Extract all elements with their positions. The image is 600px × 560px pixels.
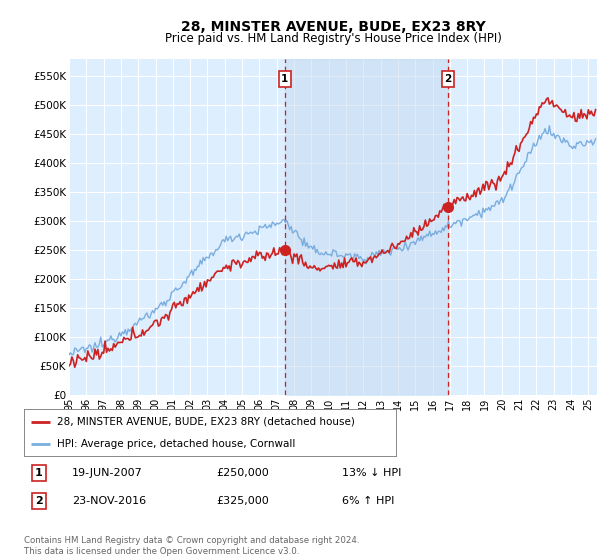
Text: 19-JUN-2007: 19-JUN-2007 — [72, 468, 143, 478]
Text: 1: 1 — [281, 74, 289, 84]
Text: £325,000: £325,000 — [216, 496, 269, 506]
Text: 1: 1 — [35, 468, 43, 478]
Text: 2: 2 — [445, 74, 452, 84]
Text: 6% ↑ HPI: 6% ↑ HPI — [342, 496, 394, 506]
Text: 23-NOV-2016: 23-NOV-2016 — [72, 496, 146, 506]
Text: HPI: Average price, detached house, Cornwall: HPI: Average price, detached house, Corn… — [58, 438, 296, 449]
Text: Contains HM Land Registry data © Crown copyright and database right 2024.
This d: Contains HM Land Registry data © Crown c… — [24, 536, 359, 556]
Text: 13% ↓ HPI: 13% ↓ HPI — [342, 468, 401, 478]
Text: 28, MINSTER AVENUE, BUDE, EX23 8RY: 28, MINSTER AVENUE, BUDE, EX23 8RY — [181, 20, 485, 34]
Text: 28, MINSTER AVENUE, BUDE, EX23 8RY (detached house): 28, MINSTER AVENUE, BUDE, EX23 8RY (deta… — [58, 417, 355, 427]
Text: Price paid vs. HM Land Registry's House Price Index (HPI): Price paid vs. HM Land Registry's House … — [164, 32, 502, 45]
Text: 2: 2 — [35, 496, 43, 506]
Text: £250,000: £250,000 — [216, 468, 269, 478]
